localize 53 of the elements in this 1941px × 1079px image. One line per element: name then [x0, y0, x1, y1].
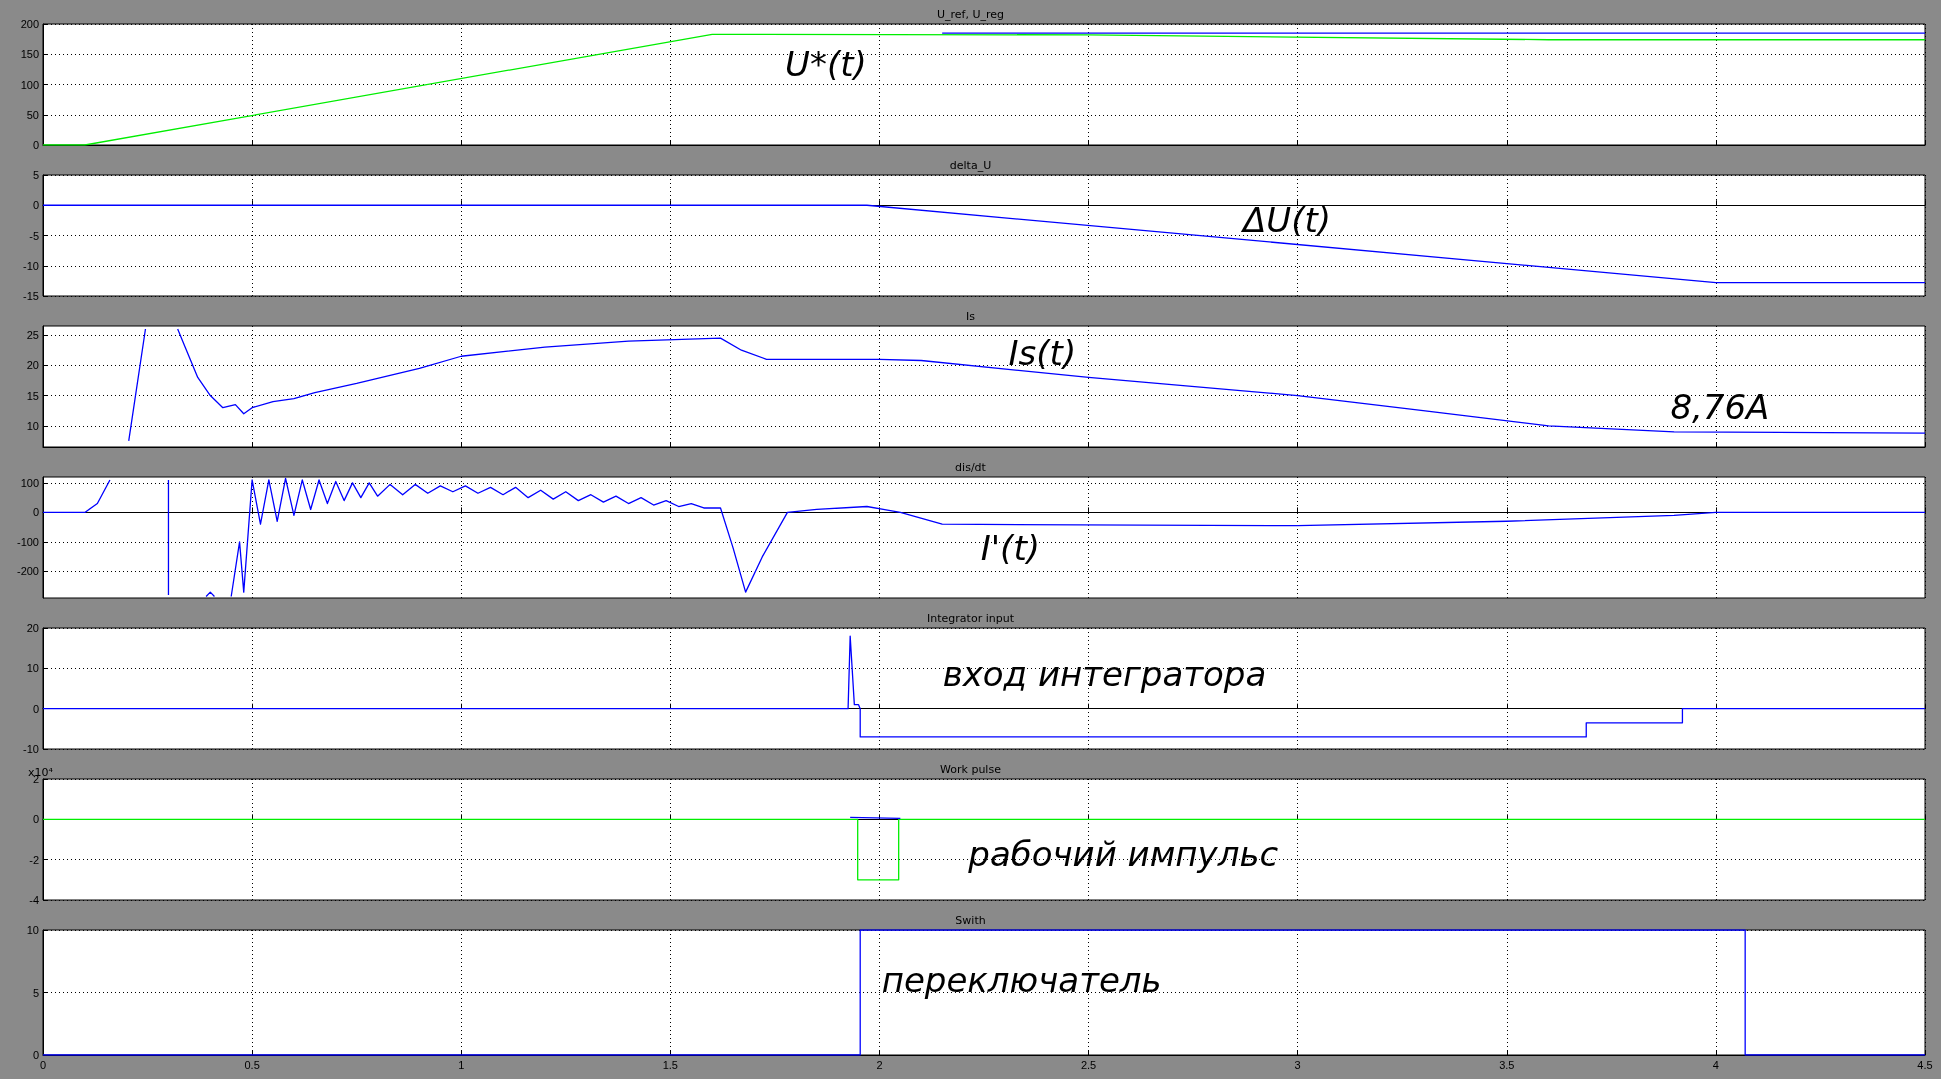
- y-tick-label: 20: [26, 622, 39, 634]
- y-tick-label: -200: [16, 565, 39, 578]
- annotation: Is(t): [1008, 332, 1077, 373]
- y-tick-label: 0: [32, 139, 39, 151]
- x-tick-label: 3: [1294, 1058, 1301, 1071]
- y-tick-label: 10: [26, 662, 39, 675]
- y-tick-label: -4: [29, 894, 39, 906]
- annotation: вход интегратора: [942, 653, 1267, 694]
- chart-title: Swith: [955, 914, 986, 927]
- x-tick-label: 1.5: [662, 1058, 678, 1071]
- chart-title: U_ref, U_reg: [936, 8, 1005, 21]
- annotation: переключатель: [881, 960, 1162, 1000]
- y-tick-label: 15: [26, 389, 39, 402]
- y-tick-label: 10: [26, 419, 39, 432]
- y-tick-label: 100: [20, 78, 39, 91]
- chart-title: Is: [966, 310, 976, 323]
- y-tick-label: 0: [32, 702, 39, 715]
- chart-title: Work pulse: [940, 763, 1002, 776]
- x-tick-label: 4.5: [1917, 1058, 1933, 1071]
- annotation: рабочий импульс: [967, 834, 1279, 875]
- chart-title: delta_U: [949, 159, 992, 172]
- y-tick-label: 10: [26, 924, 39, 936]
- x-tick-label: 1: [458, 1058, 465, 1071]
- x-tick-label: 4: [1712, 1058, 1719, 1071]
- y-tick-label: 20: [26, 359, 39, 372]
- y-tick-label: 0: [32, 1049, 39, 1061]
- line-series: [42, 635, 1926, 738]
- annotation: ΔU(t): [1239, 200, 1332, 241]
- y-tick-label: 25: [26, 329, 39, 342]
- y-tick-label: 0: [32, 199, 39, 212]
- y-tick-label: -10: [23, 259, 39, 272]
- x-tick-label: 3.5: [1499, 1058, 1515, 1071]
- annotation: 8,76A: [1670, 387, 1770, 428]
- y-tick-label: 0: [32, 813, 39, 826]
- chart-title: dis/dt: [955, 461, 987, 474]
- x-tick-label: 2.5: [1080, 1058, 1097, 1071]
- y-tick-label: -2: [29, 853, 39, 866]
- x-tick-label: 0.5: [244, 1058, 260, 1071]
- y-tick-label: 100: [20, 476, 39, 489]
- y-tick-label: -100: [16, 535, 39, 548]
- y-tick-label: 150: [20, 48, 39, 61]
- y-tick-label: -15: [23, 290, 39, 302]
- y-tick-label: -5: [29, 229, 39, 242]
- y-tick-label: -10: [23, 743, 39, 755]
- y-tick-label: 5: [32, 169, 39, 181]
- y-tick-label: 0: [32, 506, 39, 519]
- chart-title: Integrator input: [927, 612, 1015, 625]
- annotation: U*(t): [785, 43, 867, 84]
- x-tick-label: 2: [876, 1058, 883, 1071]
- y-tick-label: 200: [20, 18, 39, 30]
- y-tick-label: 5: [32, 986, 39, 999]
- y-tick-label: 50: [26, 108, 39, 121]
- annotation: I'(t): [980, 528, 1040, 569]
